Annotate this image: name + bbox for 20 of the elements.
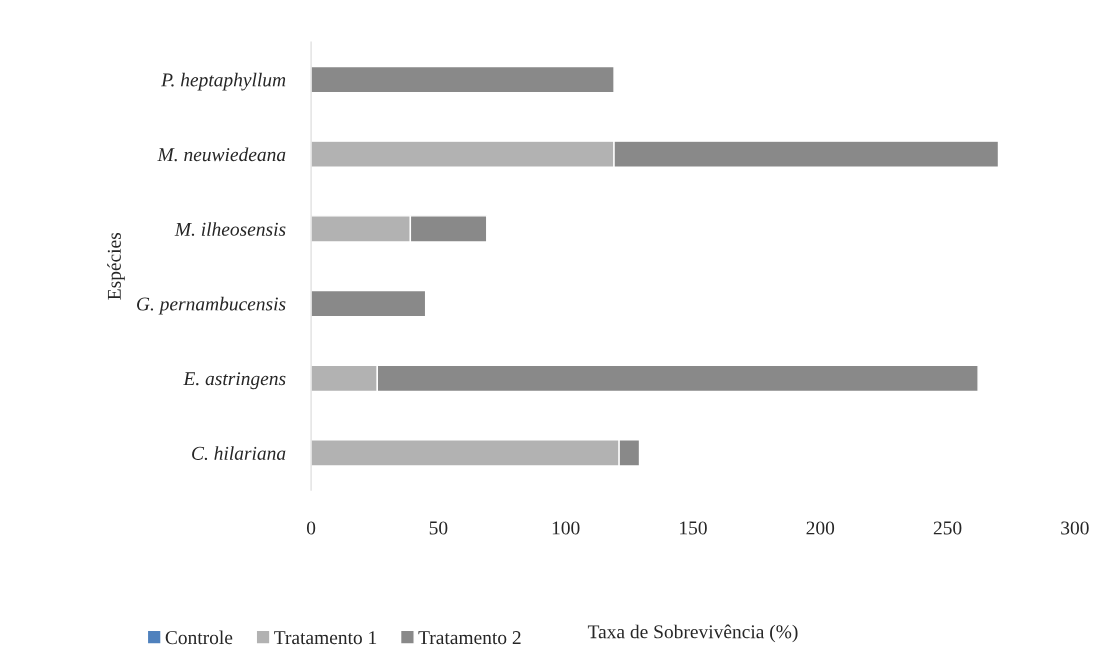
legend-label: Controle <box>165 630 233 645</box>
y-tick-label: G. pernambucensis <box>137 296 286 315</box>
bar <box>311 289 427 318</box>
x-axis-title: Taxa de Sobrevivência (%) <box>587 624 798 643</box>
y-tick-label: E. astringens <box>183 372 286 390</box>
y-tick-label: P. heptaphyllum <box>161 72 286 91</box>
x-tick-label: 250 <box>933 521 962 535</box>
x-tick-label: 100 <box>552 521 580 535</box>
x-tick-label: 150 <box>680 521 707 535</box>
y-axis-title: Espécies <box>107 232 125 300</box>
legend-label: Tratamento 2 <box>418 631 521 645</box>
x-tick-label: 0 <box>306 521 316 535</box>
x-tick-label: 300 <box>1061 521 1089 535</box>
x-tick-label: 200 <box>806 521 835 535</box>
bar <box>311 65 615 94</box>
y-tick-label: M. ilheosensis <box>174 222 286 236</box>
y-tick-label: C. hilariana <box>192 446 286 460</box>
legend-label: Tratamento 1 <box>274 631 377 645</box>
x-tick-label: 50 <box>429 521 448 535</box>
y-tick-label: M. neuwiedeana <box>157 147 286 162</box>
